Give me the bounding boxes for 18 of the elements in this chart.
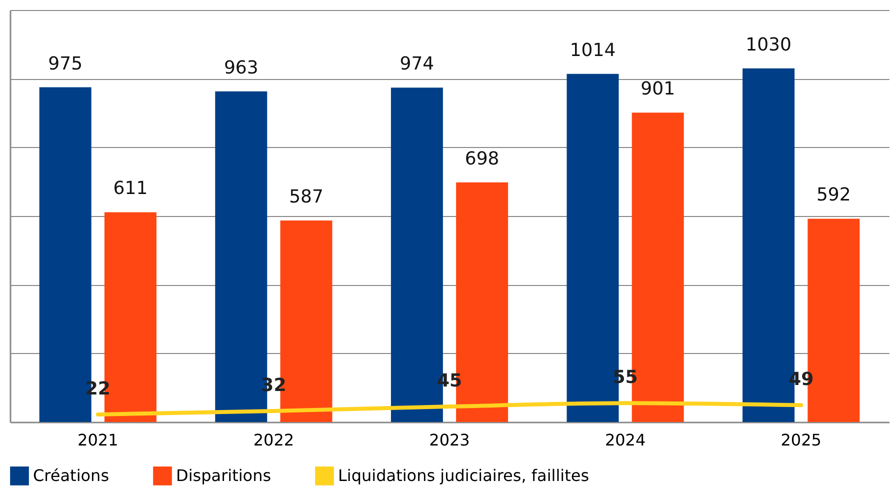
data-label: 974	[400, 54, 434, 75]
data-label: 698	[464, 148, 500, 170]
x-tick-label: 2024	[604, 430, 646, 450]
legend-label: Disparitions	[176, 466, 272, 485]
data-label: 611	[113, 178, 148, 200]
data-label: 587	[289, 186, 324, 208]
data-label: 901	[640, 78, 676, 100]
data-label: 963	[224, 57, 258, 78]
x-tick-label: 2025	[780, 430, 822, 450]
x-tick-label: 2021	[78, 430, 118, 450]
legend-label: Liquidations judiciaires, faillites	[338, 466, 590, 485]
data-label: 1030	[746, 34, 792, 56]
data-label: 975	[48, 53, 83, 74]
legend-label: Créations	[33, 466, 110, 485]
data-label: 592	[816, 184, 851, 206]
x-tick-label: 2023	[429, 430, 470, 450]
data-label: 1014	[570, 40, 616, 61]
x-tick-label: 2022	[253, 430, 294, 450]
